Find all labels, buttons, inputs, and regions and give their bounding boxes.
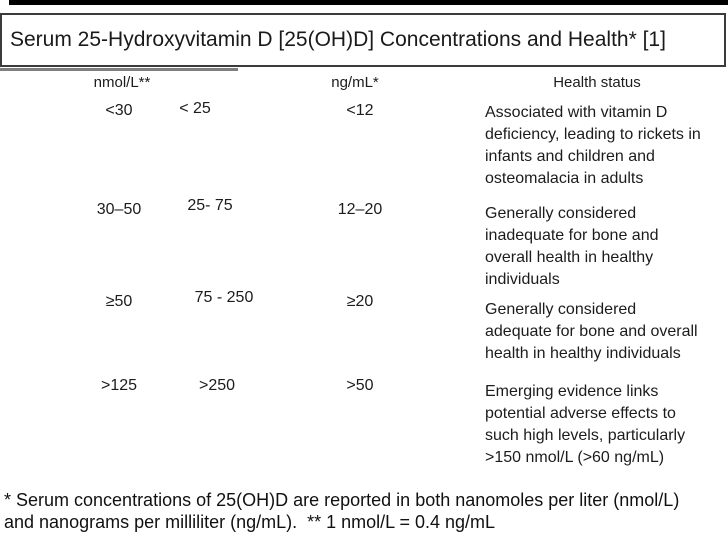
health-line: potential adverse effects to xyxy=(485,405,676,422)
health-line: adequate for bone and overall xyxy=(485,323,698,340)
health-line: >150 nmol/L (>60 ng/mL) xyxy=(485,449,665,466)
health-line: deficiency, leading to rickets in xyxy=(485,126,701,143)
health-line: overall health in healthy xyxy=(485,249,654,266)
health-line: such high levels, particularly xyxy=(485,427,686,444)
cell-health-row2: Generally considered inadequate for bone… xyxy=(485,203,725,291)
column-header-nmol: nmol/L** xyxy=(93,74,151,91)
health-line: Generally considered xyxy=(485,205,637,222)
footnote-line-2: and nanograms per milliliter (ng/mL). **… xyxy=(4,512,496,532)
cell-nmol-row2: 30–50 xyxy=(96,201,142,218)
health-line: individuals xyxy=(485,271,560,288)
cell-ng-row3: ≥20 xyxy=(346,293,374,310)
health-line: Generally considered xyxy=(485,301,637,318)
column-header-health: Health status xyxy=(553,74,641,91)
page-title: Serum 25-Hydroxyvitamin D [25(OH)D] Conc… xyxy=(10,28,666,51)
health-line: inadequate for bone and xyxy=(485,227,659,244)
cell-nmol-row3: ≥50 xyxy=(105,293,133,310)
cell-alt-row3: 75 - 250 xyxy=(194,289,254,306)
title-box: Serum 25-Hydroxyvitamin D [25(OH)D] Conc… xyxy=(0,13,726,67)
cell-ng-row4: >50 xyxy=(346,377,374,394)
health-line: osteomalacia in adults xyxy=(485,170,644,187)
cell-alt-row4: >250 xyxy=(198,377,236,394)
column-header-ng: ng/mL* xyxy=(331,74,379,91)
cell-health-row1: Associated with vitamin D deficiency, le… xyxy=(485,102,725,190)
top-accent-bar xyxy=(9,0,728,5)
health-line: health in healthy individuals xyxy=(485,345,681,362)
cell-ng-row1: <12 xyxy=(346,102,374,119)
cell-ng-row2: 12–20 xyxy=(337,201,383,218)
footnote-line-1: * Serum concentrations of 25(OH)D are re… xyxy=(4,490,680,510)
health-line: Associated with vitamin D xyxy=(485,104,668,121)
cell-alt-row2: 25- 75 xyxy=(187,197,233,214)
cell-nmol-row1: <30 xyxy=(105,102,133,119)
title-underline xyxy=(0,68,238,71)
health-line: Emerging evidence links xyxy=(485,383,659,400)
health-line: infants and children and xyxy=(485,148,655,165)
cell-nmol-row4: >125 xyxy=(100,377,138,394)
cell-health-row3: Generally considered adequate for bone a… xyxy=(485,299,728,365)
cell-alt-row1: < 25 xyxy=(179,100,211,117)
cell-health-row4: Emerging evidence links potential advers… xyxy=(485,381,728,469)
